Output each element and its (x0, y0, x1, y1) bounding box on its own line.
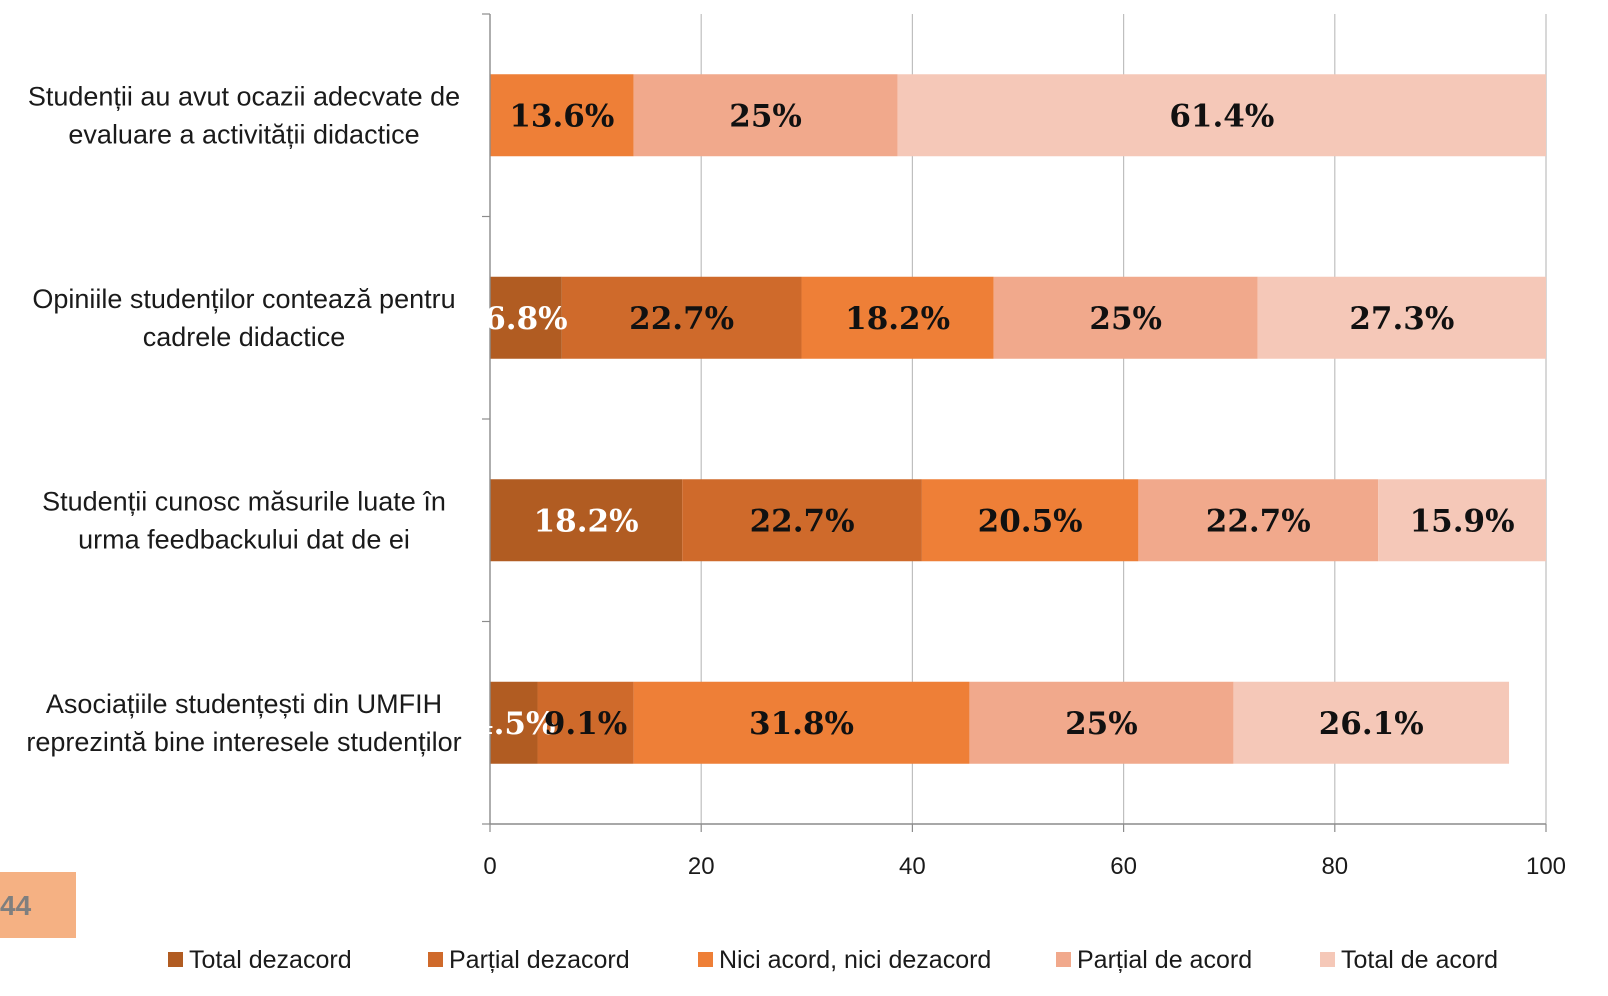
legend-label: Parțial dezacord (449, 946, 630, 974)
data-label: 4.5% (472, 706, 555, 742)
bar-segment (633, 681, 970, 764)
x-tick-label: 0 (483, 853, 496, 880)
category-label-line: evaluare a activității didactice (68, 119, 419, 149)
category-label-line: Asociațiile studențești din UMFIH (46, 689, 442, 719)
category-label-line: Studenții cunosc măsurile luate în (42, 486, 446, 516)
data-label: 6.8% (484, 301, 567, 337)
bars (490, 74, 1546, 764)
bar-segment (993, 276, 1258, 359)
data-label: 13.6% (509, 98, 614, 134)
bar-segment (801, 276, 994, 359)
data-label: 9.1% (544, 706, 627, 742)
category-label: Studenții au avut ocazii adecvate de eval… (28, 81, 460, 149)
data-label: 25% (729, 98, 802, 134)
data-label: 26.1% (1319, 706, 1424, 742)
legend-label: Total dezacord (189, 946, 352, 974)
data-label: 18.2% (845, 301, 950, 337)
category-label: Asociațiile studențești din UMFIH reprezi… (26, 689, 461, 757)
data-label: 61.4% (1169, 98, 1274, 134)
page-number: 44 (0, 890, 32, 921)
legend-label: Parțial de acord (1077, 946, 1252, 974)
data-label: 20.5% (978, 503, 1083, 539)
data-label: 31.8% (749, 706, 854, 742)
axes: 0 20 40 60 80 100 (482, 13, 1566, 880)
category-label-line: Opiniile studenților contează pentru (32, 284, 455, 314)
x-tick-label: 80 (1321, 853, 1348, 880)
category-label-line: cadrele didactice (143, 322, 346, 352)
bar-segment (1138, 479, 1379, 562)
bar-segment (682, 479, 922, 562)
x-tick-label: 100 (1526, 853, 1566, 880)
data-label: 22.7% (1206, 503, 1311, 539)
data-labels: 13.6% 25% 61.4% 6.8% 22.7% 18.2% 25% 27.3% 18.2%… (472, 98, 1514, 742)
legend-swatch (168, 952, 183, 967)
bar-segment (561, 276, 802, 359)
bar-segment (537, 681, 634, 764)
bar-segment (490, 276, 562, 359)
x-tick-label: 60 (1110, 853, 1137, 880)
x-tick-label: 40 (899, 853, 926, 880)
data-label: 25% (1089, 301, 1162, 337)
bar-segment (1257, 276, 1546, 359)
bar-segment (969, 681, 1234, 764)
page-number-badge (0, 872, 76, 938)
bar-segment (1233, 681, 1510, 764)
legend-swatch (1320, 952, 1335, 967)
legend-swatch (1056, 952, 1071, 967)
category-label: Opiniile studenților contează pentru cadr… (32, 284, 455, 352)
data-label: 18.2% (534, 503, 639, 539)
category-labels: Studenții au avut ocazii adecvate de eval… (26, 81, 461, 757)
data-label: 22.7% (629, 301, 734, 337)
legend-swatch (428, 952, 443, 967)
bar-segment (490, 74, 634, 157)
category-label: Studenții cunosc măsurile luate în urma f… (42, 486, 446, 554)
bar-segment (897, 74, 1546, 157)
category-label-line: reprezintă bine interesele studenților (26, 727, 461, 757)
legend-label: Nici acord, nici dezacord (719, 946, 991, 974)
bar-segment (633, 74, 898, 157)
data-label: 25% (1065, 706, 1138, 742)
data-label: 27.3% (1349, 301, 1454, 337)
bar-segment (1378, 479, 1546, 562)
legend-label: Total de acord (1341, 946, 1498, 974)
data-label: 22.7% (750, 503, 855, 539)
legend-swatch (698, 952, 713, 967)
legend: Total dezacord Parțial dezacord Nici acord… (168, 946, 1498, 974)
bar-segment (490, 479, 683, 562)
category-label-line: Studenții au avut ocazii adecvate de (28, 81, 460, 111)
category-label-line: urma feedbackului dat de ei (78, 524, 410, 554)
x-tick-label: 20 (688, 853, 715, 880)
data-label: 15.9% (1410, 503, 1515, 539)
bar-segment (921, 479, 1139, 562)
bar-segment (490, 681, 538, 764)
